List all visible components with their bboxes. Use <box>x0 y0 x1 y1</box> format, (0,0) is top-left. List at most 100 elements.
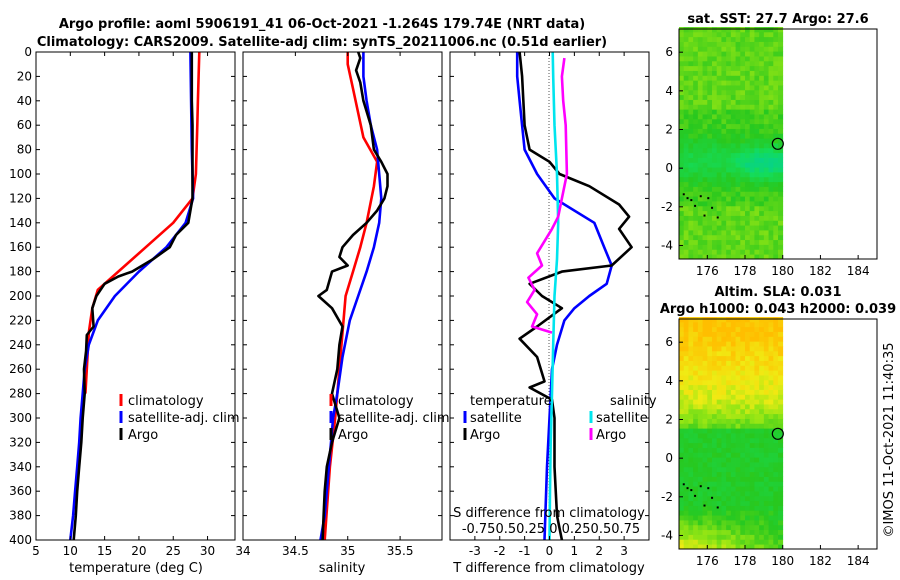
heatmap-cell <box>778 205 784 212</box>
heatmap-cell <box>773 133 779 139</box>
heatmap-cell <box>721 31 727 38</box>
heatmap-cell <box>730 326 736 332</box>
heatmap-cell <box>716 176 722 183</box>
heatmap-cell <box>683 27 689 33</box>
heatmap-cell <box>688 452 694 458</box>
heatmap-cell <box>778 51 784 57</box>
heatmap-cell <box>697 447 703 453</box>
heatmap-cell <box>754 476 760 482</box>
heatmap-cell <box>712 220 718 226</box>
heatmap-cell <box>716 46 722 52</box>
heatmap-cell <box>773 534 779 540</box>
heatmap-cell <box>763 123 769 129</box>
heatmap-cell <box>726 176 732 183</box>
heatmap-cell <box>754 239 760 245</box>
heatmap-cell <box>683 210 689 216</box>
heatmap-cell <box>726 147 732 154</box>
heatmap-cell <box>683 172 689 178</box>
heatmap-cell <box>773 529 779 535</box>
heatmap-cell <box>754 418 760 424</box>
coastline-speck <box>682 193 685 196</box>
heatmap-cell <box>773 346 779 352</box>
heatmap-cell <box>721 181 727 187</box>
heatmap-cell <box>707 60 713 67</box>
heatmap-cell <box>688 331 694 337</box>
heatmap-cell <box>679 355 685 361</box>
heatmap-cell <box>716 481 722 487</box>
heatmap-cell <box>679 321 685 328</box>
heatmap-cell <box>716 462 722 468</box>
heatmap-cell <box>726 471 732 477</box>
heatmap-cell <box>754 27 760 33</box>
heatmap-cell <box>768 510 774 516</box>
y-tick-label: 380 <box>9 509 32 523</box>
heatmap-cell <box>763 31 769 38</box>
heatmap-cell <box>740 418 746 424</box>
x-tick-label: 180 <box>771 554 794 568</box>
heatmap-cell <box>716 41 722 47</box>
heatmap-cell <box>683 138 689 144</box>
heatmap-cell <box>707 36 713 42</box>
heatmap-cell <box>740 326 746 332</box>
heatmap-cell <box>735 157 741 163</box>
heatmap-cell <box>778 355 784 361</box>
heatmap-cell <box>745 109 751 115</box>
heatmap-cell <box>726 254 732 260</box>
heatmap-cell <box>716 147 722 154</box>
heatmap-cell <box>773 355 779 361</box>
heatmap-cell <box>749 118 755 125</box>
heatmap-cell <box>768 336 774 342</box>
heatmap-cell <box>745 75 751 81</box>
heatmap-cell <box>679 524 685 531</box>
heatmap-cell <box>754 36 760 42</box>
heatmap-cell <box>759 331 765 337</box>
heatmap-cell <box>712 234 718 241</box>
heatmap-cell <box>712 515 718 521</box>
heatmap-cell <box>773 375 779 381</box>
heatmap-cell <box>773 500 779 506</box>
heatmap-cell <box>707 51 713 57</box>
heatmap-cell <box>683 375 689 381</box>
heatmap-cell <box>749 379 755 386</box>
heatmap-cell <box>726 186 732 192</box>
heatmap-cell <box>768 404 774 410</box>
heatmap-cell <box>749 524 755 531</box>
y-tick-label: 160 <box>9 240 32 254</box>
heatmap-cell <box>778 176 784 183</box>
heatmap-cell <box>712 486 718 492</box>
coastline-speck <box>707 487 710 490</box>
heatmap-cell <box>688 466 694 473</box>
heatmap-cell <box>721 481 727 487</box>
heatmap-cell <box>740 249 746 255</box>
heatmap-cell <box>749 215 755 221</box>
heatmap-cell <box>730 230 736 236</box>
heatmap-cell <box>697 133 703 139</box>
heatmap-cell <box>679 176 685 183</box>
heatmap-cell <box>693 326 699 332</box>
heatmap-cell <box>735 138 741 144</box>
heatmap-cell <box>693 355 699 361</box>
heatmap-cell <box>726 89 732 96</box>
heatmap-cell <box>749 133 755 139</box>
heatmap-cell <box>726 331 732 337</box>
heatmap-cell <box>707 370 713 376</box>
heatmap-cell <box>707 176 713 183</box>
heatmap-cell <box>683 75 689 81</box>
heatmap-cell <box>740 529 746 535</box>
heatmap-cell <box>749 471 755 477</box>
heatmap-cell <box>702 128 708 134</box>
heatmap-cell <box>740 152 746 158</box>
heatmap-cell <box>745 60 751 67</box>
heatmap-cell <box>707 234 713 241</box>
heatmap-cell <box>683 36 689 42</box>
heatmap-cell <box>773 80 779 86</box>
heatmap-cell <box>693 375 699 381</box>
heatmap-cell <box>702 326 708 332</box>
heatmap-cell <box>759 520 765 526</box>
heatmap-cell <box>721 89 727 96</box>
heatmap-cell <box>716 56 722 62</box>
heatmap-cell <box>745 94 751 100</box>
heatmap-cell <box>679 109 685 115</box>
heatmap-cell <box>726 524 732 531</box>
